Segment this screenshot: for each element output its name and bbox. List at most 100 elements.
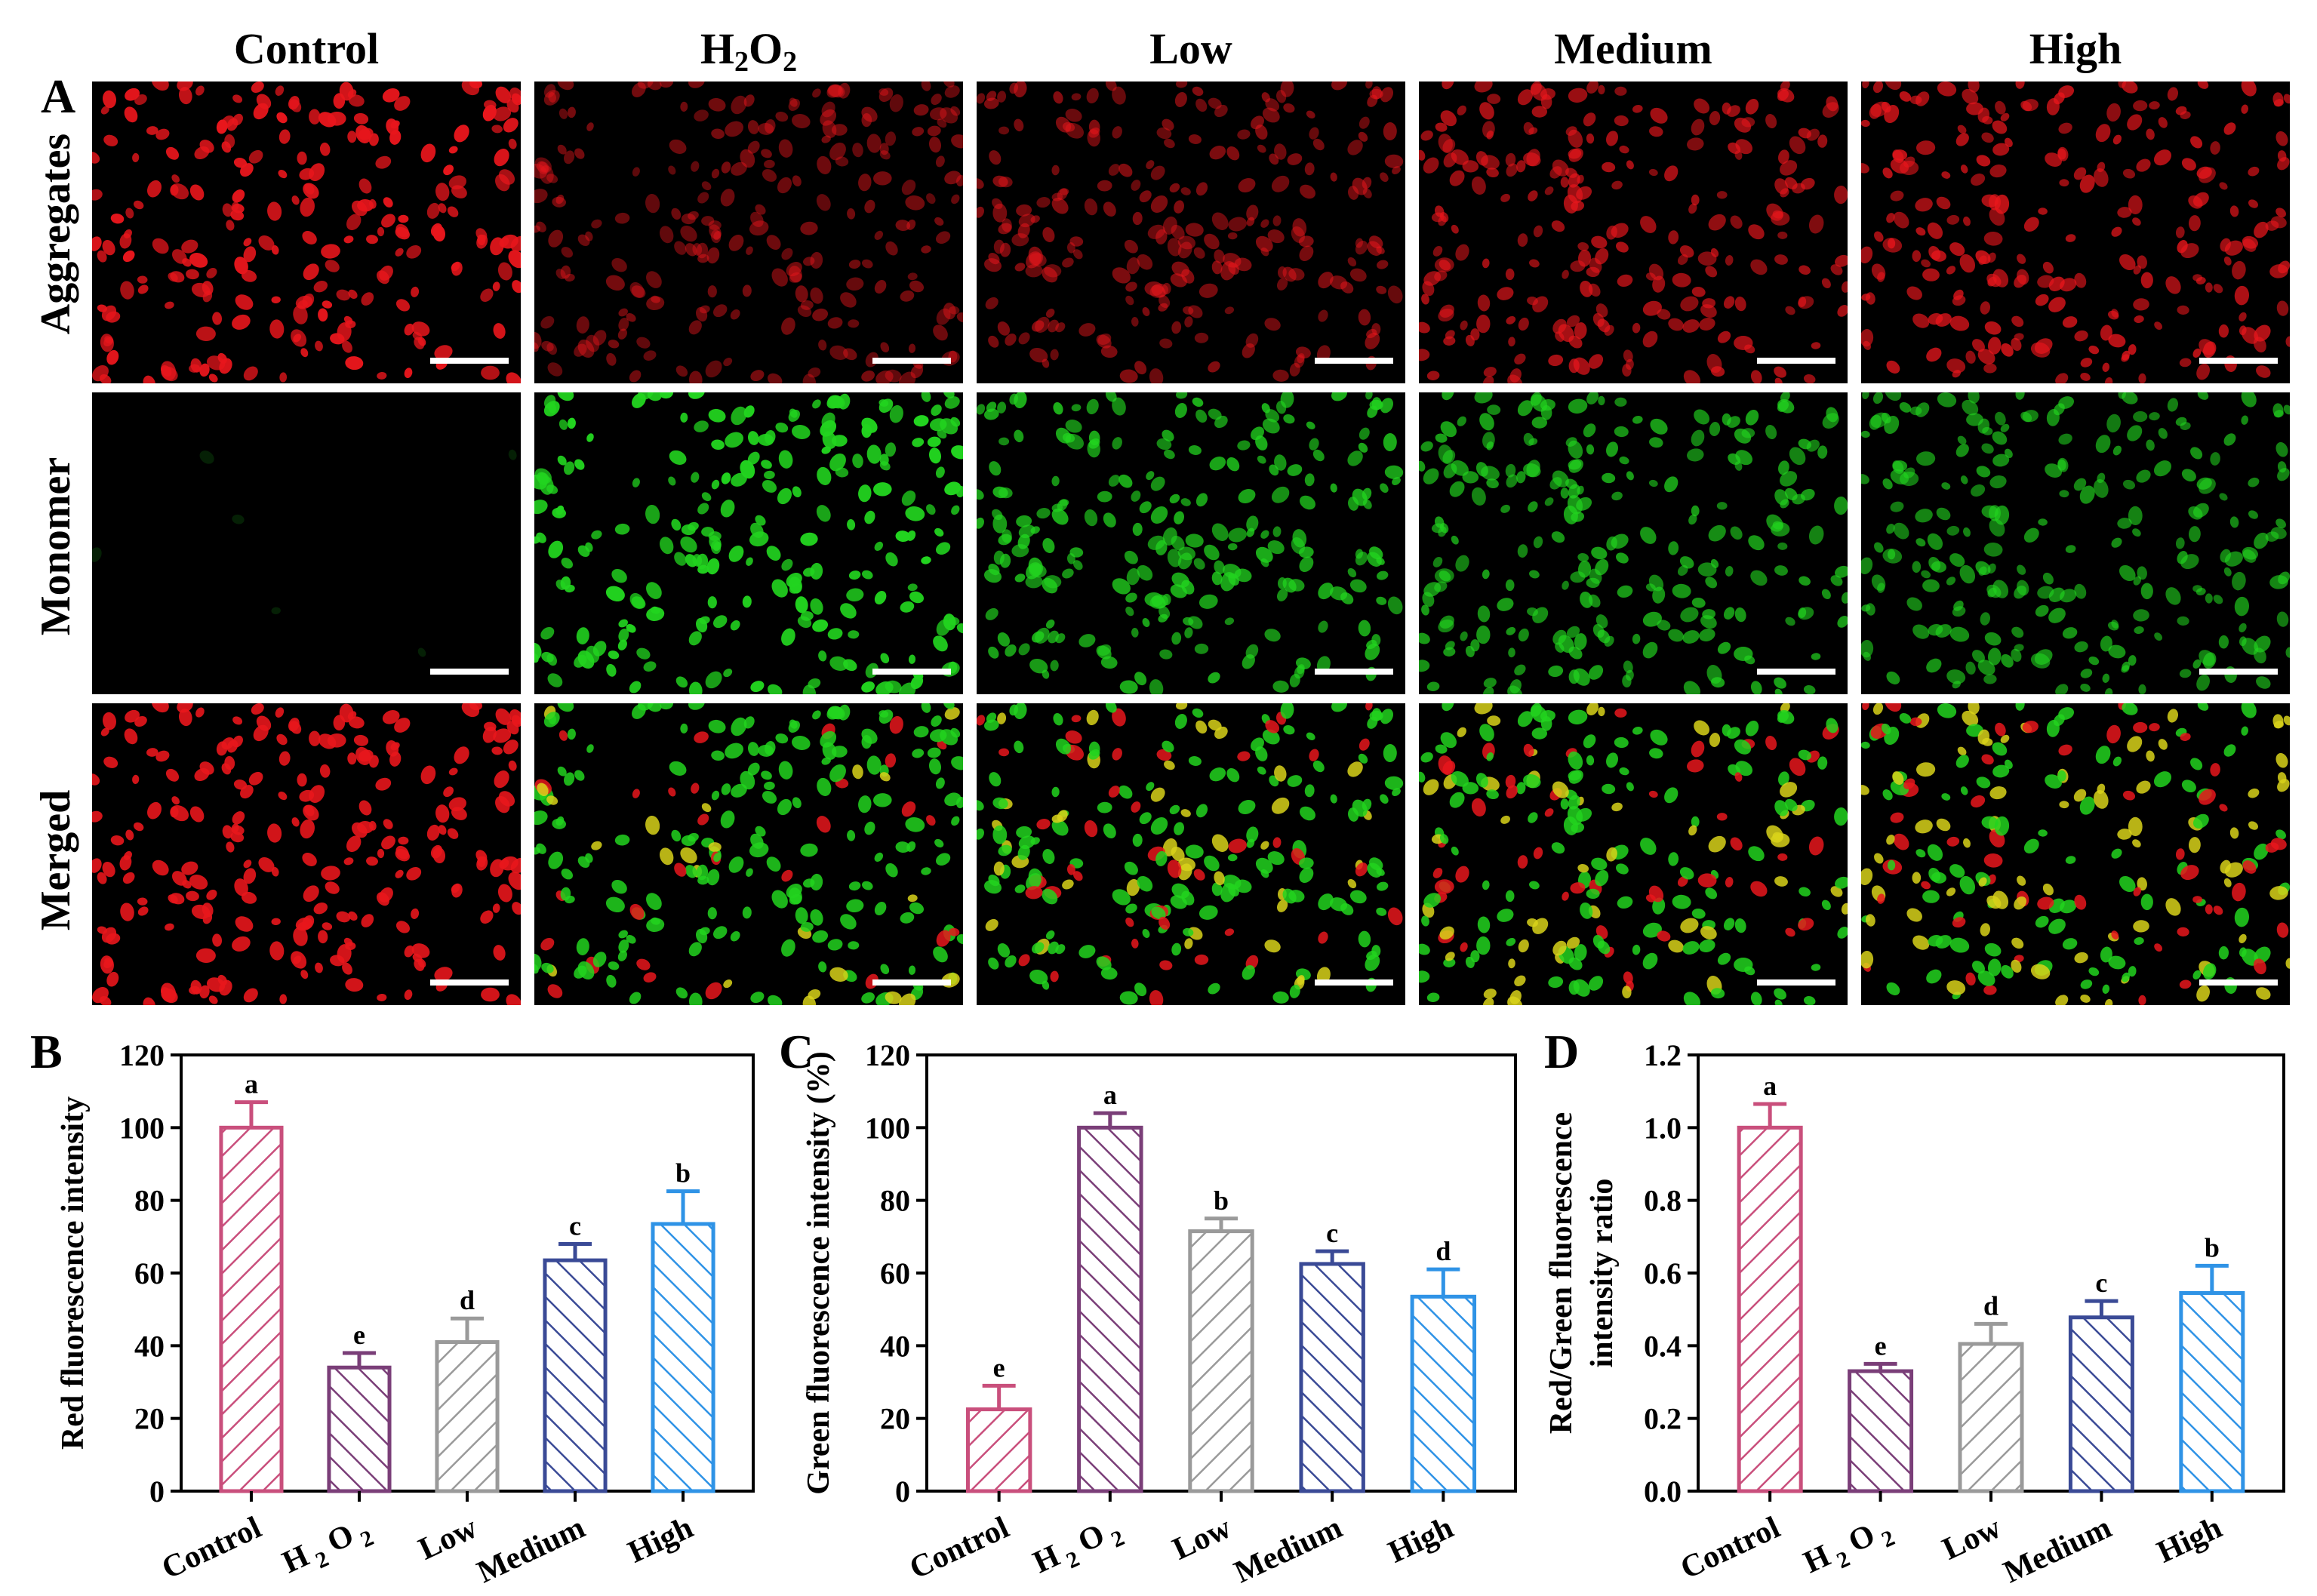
cell bbox=[1451, 224, 1459, 234]
cell bbox=[1518, 939, 1529, 953]
cell bbox=[2048, 297, 2066, 312]
cell bbox=[337, 322, 352, 342]
cell bbox=[983, 719, 999, 731]
cell bbox=[878, 398, 894, 414]
cell bbox=[1668, 318, 1684, 331]
cell bbox=[828, 84, 845, 98]
cell bbox=[646, 582, 662, 599]
cell bbox=[926, 815, 936, 826]
cell bbox=[2093, 479, 2109, 498]
cell bbox=[1199, 905, 1218, 920]
cell bbox=[199, 363, 210, 377]
cell bbox=[645, 815, 660, 835]
cell bbox=[1616, 552, 1629, 564]
cell bbox=[1331, 81, 1348, 91]
cell bbox=[812, 88, 821, 98]
cell bbox=[826, 395, 842, 409]
cell bbox=[1826, 96, 1839, 112]
cell bbox=[276, 733, 288, 746]
cell bbox=[1892, 460, 1904, 475]
cell bbox=[1949, 242, 1965, 257]
cell bbox=[1798, 607, 1814, 620]
cell bbox=[1516, 160, 1526, 173]
cell bbox=[723, 358, 733, 367]
cell bbox=[1906, 908, 1922, 922]
cell bbox=[626, 624, 636, 633]
cell bbox=[2269, 886, 2288, 900]
cell bbox=[1482, 880, 1490, 890]
cell bbox=[949, 927, 960, 936]
cell bbox=[2275, 208, 2286, 218]
cell bbox=[2175, 226, 2185, 238]
cell bbox=[651, 295, 660, 303]
cell bbox=[997, 321, 1011, 336]
cell bbox=[1826, 718, 1839, 733]
cell bbox=[848, 260, 861, 269]
cell bbox=[534, 810, 548, 826]
cell bbox=[1916, 451, 1936, 466]
cell bbox=[165, 923, 174, 931]
cell bbox=[781, 628, 795, 646]
cell bbox=[812, 308, 829, 321]
cell bbox=[2273, 99, 2284, 107]
cell bbox=[827, 939, 843, 951]
cell bbox=[377, 226, 385, 237]
cell bbox=[1551, 842, 1565, 854]
cell bbox=[1709, 422, 1721, 436]
cell bbox=[746, 868, 753, 877]
cell bbox=[1968, 81, 1980, 93]
cell bbox=[1657, 620, 1671, 631]
cell bbox=[1071, 715, 1082, 723]
cell bbox=[1014, 884, 1026, 893]
cell bbox=[543, 401, 560, 417]
cell bbox=[688, 211, 699, 220]
cell bbox=[1025, 264, 1043, 278]
cell bbox=[629, 992, 642, 1004]
cell bbox=[2111, 930, 2119, 939]
cell bbox=[1899, 713, 1912, 724]
micrograph-aggregates-control bbox=[92, 81, 521, 383]
cell bbox=[629, 370, 642, 383]
cell bbox=[1717, 331, 1731, 343]
cell bbox=[800, 843, 818, 857]
cell bbox=[1984, 321, 2002, 335]
cell bbox=[900, 601, 915, 613]
cell bbox=[1195, 182, 1208, 196]
cell bbox=[1048, 630, 1059, 644]
cell bbox=[1523, 121, 1534, 135]
cell bbox=[1318, 931, 1328, 944]
cell bbox=[864, 510, 875, 524]
cell bbox=[2283, 404, 2290, 415]
cell bbox=[125, 709, 140, 723]
cell bbox=[671, 208, 682, 220]
cell bbox=[1963, 527, 1971, 537]
cell bbox=[586, 744, 594, 753]
cell bbox=[1523, 152, 1541, 167]
cell bbox=[2011, 626, 2024, 638]
cell bbox=[454, 125, 469, 143]
cell bbox=[1931, 872, 1946, 884]
cell bbox=[817, 777, 832, 796]
cell bbox=[749, 531, 769, 547]
cell bbox=[1369, 546, 1383, 560]
cell bbox=[1462, 160, 1479, 173]
cell bbox=[1606, 441, 1618, 457]
cell bbox=[1193, 247, 1205, 259]
cell bbox=[1652, 586, 1666, 604]
cell bbox=[1234, 879, 1252, 893]
cell bbox=[508, 872, 521, 890]
cell bbox=[605, 896, 625, 913]
cell bbox=[1477, 916, 1491, 933]
cell bbox=[943, 81, 955, 88]
cell bbox=[956, 485, 963, 498]
cell bbox=[509, 709, 521, 725]
cell bbox=[1432, 245, 1443, 257]
cell bbox=[2136, 780, 2151, 794]
cell bbox=[2088, 345, 2100, 355]
cell bbox=[1500, 815, 1510, 824]
cell bbox=[835, 156, 849, 167]
cell bbox=[1774, 377, 1783, 383]
cell bbox=[691, 161, 700, 172]
cell bbox=[1861, 785, 1869, 795]
cell bbox=[1029, 658, 1048, 674]
